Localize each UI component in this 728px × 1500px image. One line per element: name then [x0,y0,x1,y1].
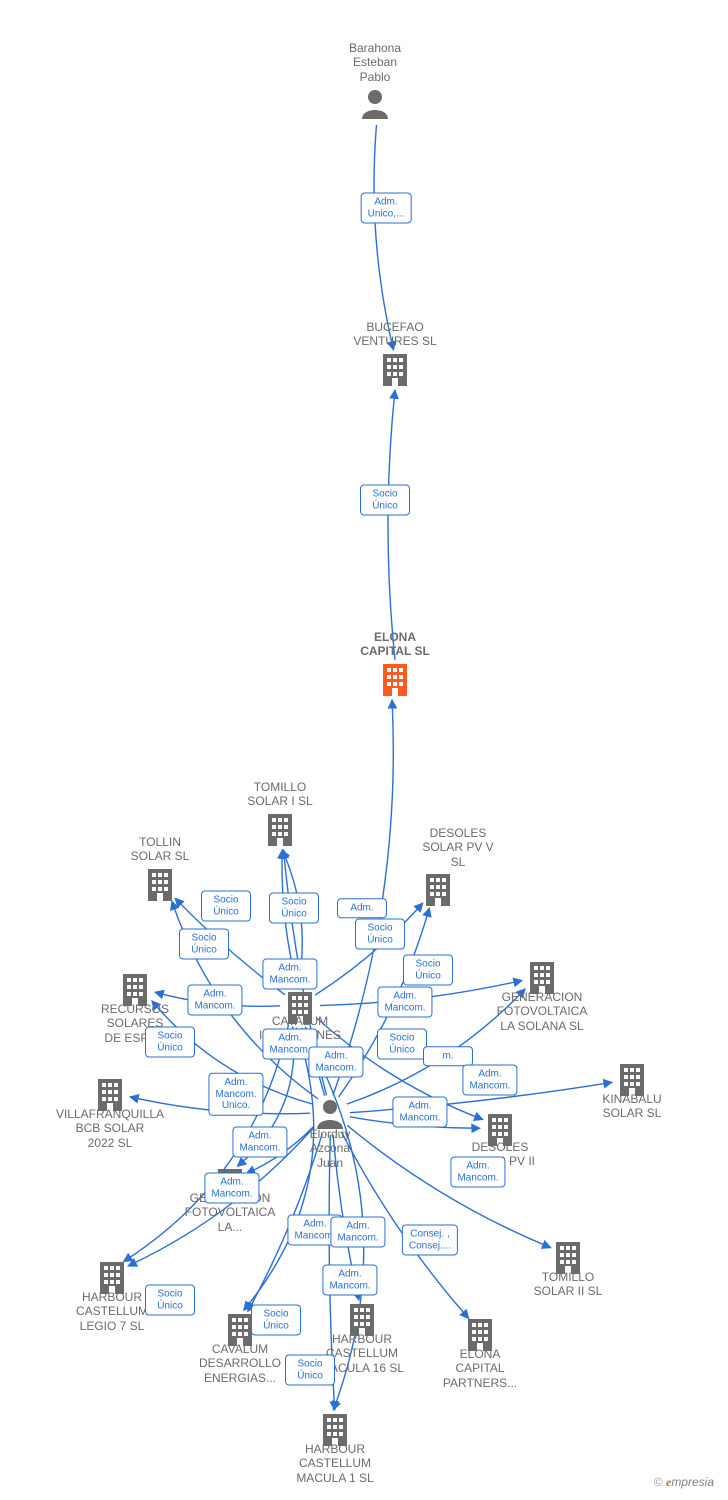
edge-label: m. [423,1046,473,1066]
edge-label: Socio Único [145,1027,195,1058]
building-icon[interactable] [426,874,450,906]
building-icon[interactable] [288,992,312,1024]
edge-label: Socio Único [145,1285,195,1316]
copyright-symbol: © [654,1475,663,1489]
edge-label: Adm. Mancom. Unico. [208,1073,263,1116]
watermark-rest: mpresia [671,1475,714,1489]
graph-edge [374,125,393,350]
building-icon[interactable] [620,1064,644,1096]
person-icon[interactable] [317,1100,343,1129]
watermark: © empresia [654,1475,714,1490]
edge-label: Adm. Mancom. [187,985,242,1016]
building-icon[interactable] [148,869,172,901]
building-icon[interactable] [350,1304,374,1336]
edge-label: Adm. Mancom. [308,1047,363,1078]
graph-edge [388,390,395,660]
edge-label: Consej. , Consej.... [402,1225,458,1256]
edge-label: Socio Único [269,893,319,924]
edge-label: Adm. Unico,... [361,193,412,224]
edge-label: Adm. Mancom. [322,1265,377,1296]
building-icon[interactable] [98,1079,122,1111]
edge-label: Socio Único [403,955,453,986]
person-icon[interactable] [362,90,388,119]
building-icon[interactable] [268,814,292,846]
edge-label: Adm. Mancom. [377,987,432,1018]
edge-label: Adm. Mancom. [330,1217,385,1248]
edge-label: Adm. Mancom. [462,1065,517,1096]
building-icon[interactable] [123,974,147,1006]
graph-edge [244,1028,314,1311]
edge-label: Socio Único [355,919,405,950]
building-icon[interactable] [383,664,407,696]
building-icon[interactable] [228,1314,252,1346]
edge-label: Socio Único [251,1305,301,1336]
edge-label: Adm. Mancom. [262,959,317,990]
building-icon[interactable] [530,962,554,994]
building-icon[interactable] [100,1262,124,1294]
edge-label: Socio Único [285,1355,335,1386]
building-icon[interactable] [383,354,407,386]
edge-label: Socio Único [377,1029,427,1060]
edge-label: Socio Único [201,891,251,922]
building-icon[interactable] [323,1414,347,1446]
edge-label: Adm. [337,898,387,918]
edge-label: Adm. Mancom. [450,1157,505,1188]
edge-label: Socio Único [360,485,410,516]
edge-label: Adm. Mancom. [204,1173,259,1204]
edge-label: Socio Único [179,929,229,960]
edge-label: Adm. Mancom. [392,1097,447,1128]
building-icon[interactable] [488,1114,512,1146]
building-icon[interactable] [556,1242,580,1274]
edge-label: Adm. Mancom. [232,1127,287,1158]
building-icon[interactable] [468,1319,492,1351]
